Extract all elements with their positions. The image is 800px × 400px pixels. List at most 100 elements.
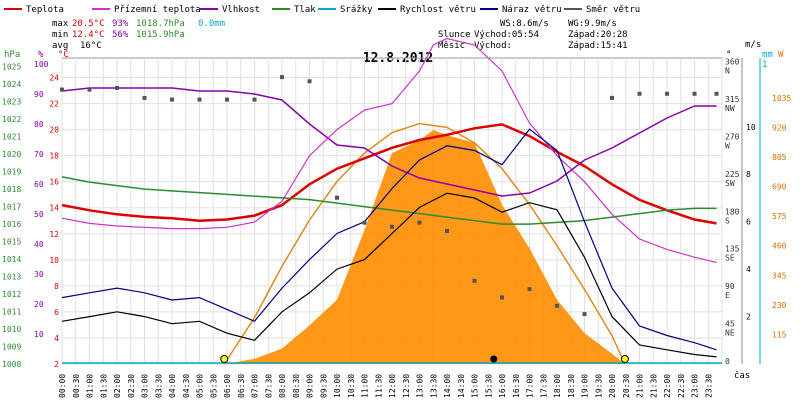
x-tick-label: 14:00 <box>443 374 452 398</box>
x-tick-label: 12:00 <box>388 374 397 398</box>
legend-label: Rychlost větru <box>400 5 476 15</box>
x-tick-label: 01:30 <box>99 374 108 398</box>
solar-tick-label: 460 <box>772 242 787 251</box>
direction-point <box>665 91 669 96</box>
x-tick-label: 05:00 <box>196 374 205 398</box>
x-tick-label: 17:30 <box>539 374 548 398</box>
hpa-tick-label: 1008 <box>2 360 21 369</box>
solar-tick-label: 345 <box>772 271 787 280</box>
hpa-tick-label: 1024 <box>2 80 21 89</box>
series-Vlhkost <box>61 87 717 197</box>
hpa-tick-label: 1013 <box>2 273 21 282</box>
stats-min-label: min <box>52 30 68 40</box>
solar-tick-label: 115 <box>772 330 787 339</box>
x-tick-label: 18:00 <box>553 374 562 398</box>
x-tick-label: 22:00 <box>663 374 672 398</box>
axis-unit-solar: W <box>778 50 784 60</box>
sunset-time: Západ:20:28 <box>568 30 628 40</box>
direction-point <box>142 95 147 100</box>
legend-item-srazky: Srážky <box>318 5 373 15</box>
hpa-tick-label: 1011 <box>2 308 21 317</box>
direction-point <box>555 303 559 308</box>
hpa-tick-label: 1012 <box>2 290 21 299</box>
x-tick-label: 22:30 <box>677 374 686 398</box>
moonset-time: Západ:15:41 <box>568 41 628 51</box>
x-tick-label: 21:00 <box>636 374 645 398</box>
hpa-tick-label: 1018 <box>2 185 21 194</box>
x-tick-label: 02:30 <box>127 374 136 398</box>
stats-max-rain: 0.0mm <box>198 19 225 29</box>
direction-tick-label: 315 <box>725 95 740 104</box>
x-axis-label: čas <box>734 370 750 381</box>
series-Směr větru <box>60 75 719 317</box>
stats-avg-label: avg <box>52 41 68 51</box>
direction-tick-label: 0 <box>725 357 730 366</box>
x-tick-label: 09:00 <box>306 374 315 398</box>
x-tick-label: 11:30 <box>374 374 383 398</box>
direction-point <box>582 312 587 317</box>
x-tick-label: 18:30 <box>567 374 576 398</box>
legend-label: Tlak <box>294 5 316 15</box>
direction-tick-letter: NW <box>725 104 735 113</box>
x-tick-label: 21:30 <box>649 374 658 398</box>
plot-layer: 1025102410231022102110201019101810171016… <box>2 37 791 398</box>
hpa-tick-label: 1021 <box>2 133 21 142</box>
hpa-tick-label: 1015 <box>2 238 21 247</box>
direction-tick-label: 360 <box>725 58 740 67</box>
celsius-tick-label: 14 <box>49 204 59 213</box>
hpa-tick-label: 1017 <box>2 203 21 212</box>
legend-label: Náraz větru <box>502 5 562 15</box>
direction-tick-letter: W <box>725 141 730 150</box>
percent-tick-label: 60 <box>34 180 44 189</box>
sun-marker <box>620 355 629 363</box>
hpa-tick-label: 1020 <box>2 150 21 159</box>
solar-tick-label: 690 <box>772 183 787 192</box>
x-tick-label: 23:00 <box>691 374 700 398</box>
moon-marker <box>490 355 498 363</box>
x-tick-label: 16:30 <box>512 374 521 398</box>
direction-point <box>280 75 284 80</box>
wind-gust-info: WG:9.9m/s <box>568 19 617 29</box>
direction-point <box>115 85 119 90</box>
axis-unit-wind: m/s <box>745 40 761 50</box>
x-tick-label: 03:30 <box>154 374 163 398</box>
direction-point <box>714 91 719 96</box>
wind-tick-label: 10 <box>746 123 756 132</box>
series-Přízemní teplota <box>61 37 717 263</box>
hpa-tick-label: 1025 <box>2 63 21 72</box>
direction-point <box>87 87 92 92</box>
x-tick-label: 17:00 <box>526 374 535 398</box>
celsius-tick-label: 24 <box>49 74 59 83</box>
x-tick-label: 05:30 <box>209 374 218 398</box>
direction-tick-label: 225 <box>725 170 740 179</box>
direction-point <box>472 278 477 283</box>
percent-tick-label: 50 <box>34 210 44 219</box>
x-tick-label: 16:00 <box>498 374 507 398</box>
x-tick-label: 20:30 <box>622 374 631 398</box>
x-tick-label: 04:00 <box>168 374 177 398</box>
direction-point <box>335 195 339 200</box>
percent-tick-label: 10 <box>34 330 44 339</box>
direction-point <box>390 224 394 229</box>
hpa-tick-label: 1014 <box>2 255 21 264</box>
percent-tick-label: 40 <box>34 240 44 249</box>
wind-tick-label: 2 <box>746 313 751 322</box>
x-tick-label: 14:30 <box>457 374 466 398</box>
stats-min-humidity: 56% <box>112 30 129 40</box>
hpa-tick-label: 1010 <box>2 325 21 334</box>
direction-point <box>637 91 642 96</box>
celsius-tick-label: 2 <box>54 360 59 369</box>
direction-tick-letter: N <box>725 67 730 76</box>
direction-point <box>252 97 257 102</box>
direction-tick-label: 45 <box>725 320 735 329</box>
wind-speed-info: WS:8.6m/s <box>500 19 549 29</box>
legend-item-rychlost-vetru: Rychlost větru <box>378 5 476 15</box>
direction-tick-letter: SE <box>725 254 735 263</box>
x-tick-label: 06:00 <box>223 374 232 398</box>
legend: Teplota Přízemní teplota Vlhkost Tlak Sr… <box>4 5 640 15</box>
x-tick-label: 11:00 <box>361 374 370 398</box>
solar-tick-label: 230 <box>772 301 787 310</box>
series-Rychlost větru <box>61 192 717 358</box>
direction-point <box>225 97 229 102</box>
percent-tick-label: 80 <box>34 120 44 129</box>
